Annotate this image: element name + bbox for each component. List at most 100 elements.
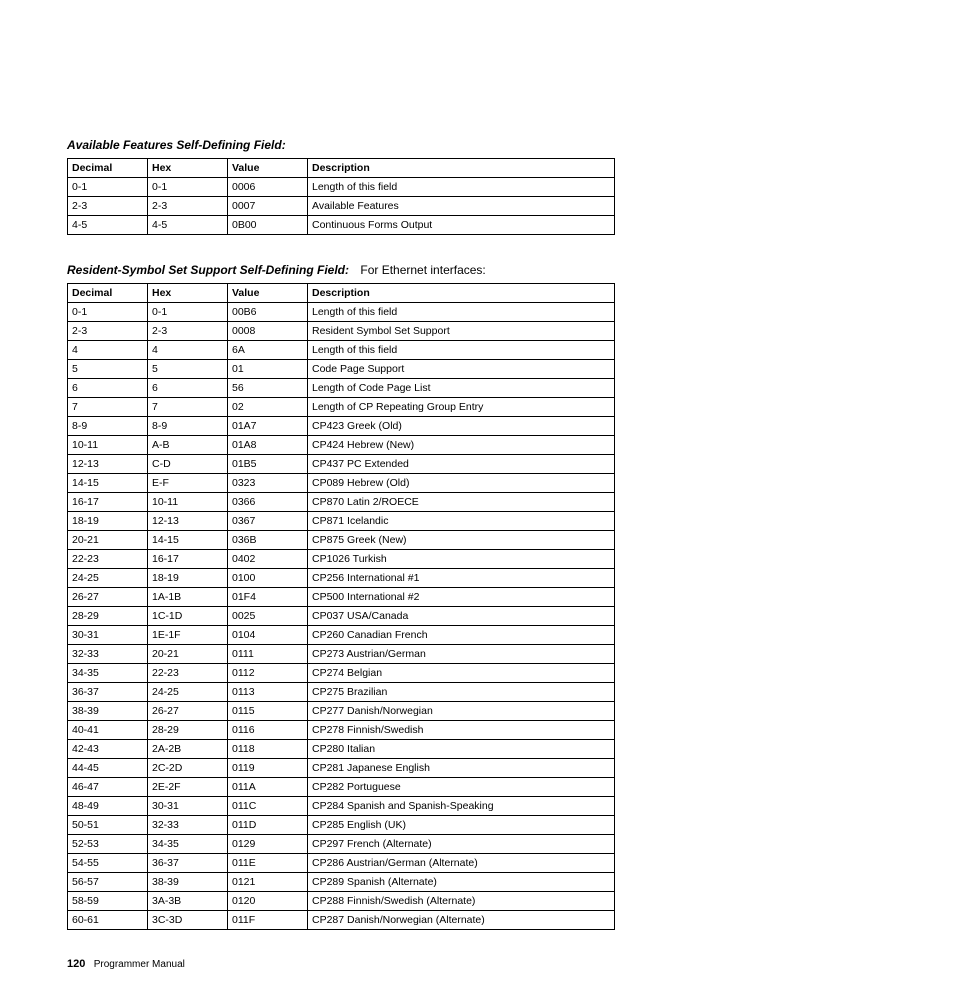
table-cell: 20-21 [148,645,228,664]
table-cell: 0006 [228,178,308,197]
table-cell: 3C-3D [148,911,228,930]
table-cell: 2C-2D [148,759,228,778]
table-cell: 036B [228,531,308,550]
table-row: 20-2114-15036BCP875 Greek (New) [68,531,615,550]
table-cell: 44-45 [68,759,148,778]
table-cell: CP274 Belgian [308,664,615,683]
col-hex: Hex [148,284,228,303]
table-cell: 0366 [228,493,308,512]
table-cell: 8-9 [68,417,148,436]
table-row: 18-1912-130367CP871 Icelandic [68,512,615,531]
table-row: 5501Code Page Support [68,360,615,379]
table-cell: Length of this field [308,341,615,360]
table-row: 38-3926-270115CP277 Danish/Norwegian [68,702,615,721]
table-cell: 6 [148,379,228,398]
section1-heading: Available Features Self-Defining Field: [67,138,887,152]
table-row: 60-613C-3D011FCP287 Danish/Norwegian (Al… [68,911,615,930]
table-cell: 4 [68,341,148,360]
table-cell: 01A7 [228,417,308,436]
table-cell: CP260 Canadian French [308,626,615,645]
table-cell: 10-11 [148,493,228,512]
table-cell: 14-15 [148,531,228,550]
col-decimal: Decimal [68,284,148,303]
table-cell: 0007 [228,197,308,216]
table-cell: 3A-3B [148,892,228,911]
table-cell: 60-61 [68,911,148,930]
table-cell: 22-23 [68,550,148,569]
table-cell: 0367 [228,512,308,531]
table-cell: CP500 International #2 [308,588,615,607]
table-cell: 011E [228,854,308,873]
table-cell: 10-11 [68,436,148,455]
table-cell: CP1026 Turkish [308,550,615,569]
table-cell: 48-49 [68,797,148,816]
table-row: 16-1710-110366CP870 Latin 2/ROECE [68,493,615,512]
table-cell: 56 [228,379,308,398]
table-cell: CP281 Japanese English [308,759,615,778]
table-cell: 8-9 [148,417,228,436]
table-cell: 24-25 [68,569,148,588]
table-row: 24-2518-190100CP256 International #1 [68,569,615,588]
table-cell: CP287 Danish/Norwegian (Alternate) [308,911,615,930]
table-cell: 26-27 [68,588,148,607]
table-row: 32-3320-210111CP273 Austrian/German [68,645,615,664]
table-cell: Length of this field [308,178,615,197]
table-cell: 24-25 [148,683,228,702]
table-cell: 011D [228,816,308,835]
table-row: 14-15E-F0323CP089 Hebrew (Old) [68,474,615,493]
table-cell: 4-5 [68,216,148,235]
table-cell: 14-15 [68,474,148,493]
table-cell: 01A8 [228,436,308,455]
section1-heading-text: Available Features Self-Defining Field: [67,138,286,152]
table-cell: 6 [68,379,148,398]
table-row: 50-5132-33011DCP285 English (UK) [68,816,615,835]
table-cell: 0121 [228,873,308,892]
table-row: 10-11A-B01A8CP424 Hebrew (New) [68,436,615,455]
table-cell: 0104 [228,626,308,645]
table-cell: 20-21 [68,531,148,550]
table-cell: CP423 Greek (Old) [308,417,615,436]
table-row: 7702Length of CP Repeating Group Entry [68,398,615,417]
table-cell: 01B5 [228,455,308,474]
table-cell: 0111 [228,645,308,664]
table-cell: 12-13 [68,455,148,474]
table-cell: E-F [148,474,228,493]
table-cell: 0-1 [148,178,228,197]
table-cell: 18-19 [148,569,228,588]
table-cell: 58-59 [68,892,148,911]
table-cell: 7 [148,398,228,417]
page-number: 120 [67,958,85,970]
table-cell: 5 [68,360,148,379]
table-cell: 16-17 [68,493,148,512]
col-description: Description [308,284,615,303]
table-cell: 0008 [228,322,308,341]
table-cell: 34-35 [148,835,228,854]
table-cell: 5 [148,360,228,379]
table-cell: 0025 [228,607,308,626]
table-cell: 26-27 [148,702,228,721]
table-cell: 0323 [228,474,308,493]
table-cell: 0115 [228,702,308,721]
table-cell: 2A-2B [148,740,228,759]
table-row: 44-452C-2D0119CP281 Japanese English [68,759,615,778]
table-cell: 0120 [228,892,308,911]
table-cell: 0113 [228,683,308,702]
table-cell: 42-43 [68,740,148,759]
table-cell: Length of CP Repeating Group Entry [308,398,615,417]
table-row: 0-10-10006Length of this field [68,178,615,197]
table-cell: CP037 USA/Canada [308,607,615,626]
table-cell: C-D [148,455,228,474]
table-row: 46-472E-2F011ACP282 Portuguese [68,778,615,797]
table-cell: 54-55 [68,854,148,873]
table-cell: CP289 Spanish (Alternate) [308,873,615,892]
table-cell: 1A-1B [148,588,228,607]
table-cell: 2-3 [68,322,148,341]
table-cell: CP284 Spanish and Spanish-Speaking [308,797,615,816]
table-row: 56-5738-390121CP289 Spanish (Alternate) [68,873,615,892]
table-cell: CP285 English (UK) [308,816,615,835]
table-cell: Length of this field [308,303,615,322]
table-cell: 28-29 [148,721,228,740]
table-cell: 0119 [228,759,308,778]
table-row: 4-54-50B00Continuous Forms Output [68,216,615,235]
table-cell: 7 [68,398,148,417]
